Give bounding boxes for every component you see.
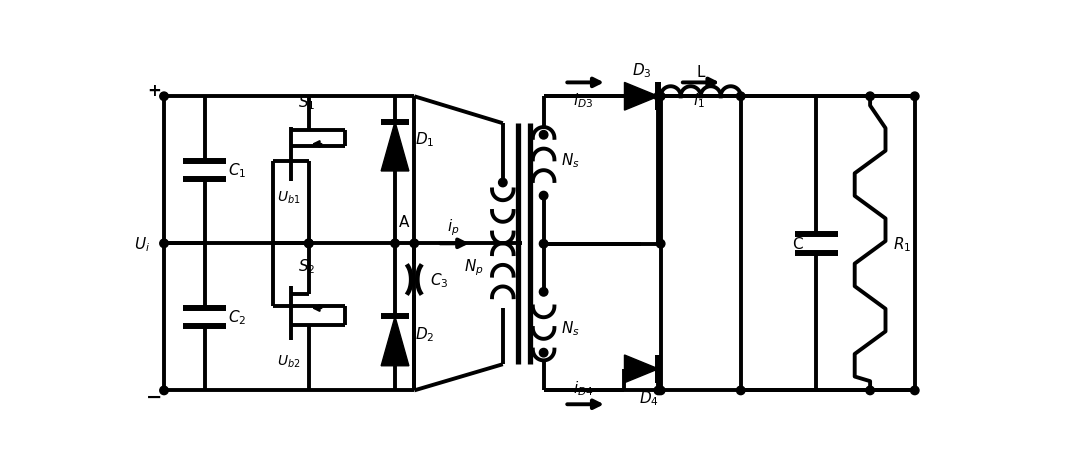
Circle shape [391,239,399,248]
Polygon shape [382,122,408,172]
Circle shape [911,386,919,395]
Text: +: + [147,82,161,100]
Circle shape [865,386,874,395]
Text: $i_{D3}$: $i_{D3}$ [573,91,593,110]
Circle shape [736,93,745,101]
Text: $N_s$: $N_s$ [560,151,579,169]
Text: L: L [697,65,705,80]
Circle shape [160,93,169,101]
Polygon shape [382,317,408,366]
Circle shape [160,386,169,395]
Text: $i_{D4}$: $i_{D4}$ [573,378,594,397]
Circle shape [657,386,665,395]
Circle shape [160,239,169,248]
Polygon shape [625,355,658,383]
Text: $R_1$: $R_1$ [893,234,912,253]
Text: $N_s$: $N_s$ [560,319,579,338]
Circle shape [654,386,662,395]
Text: $N_p$: $N_p$ [463,257,484,277]
Circle shape [540,288,548,296]
Text: $i_p$: $i_p$ [446,217,459,237]
Text: $i_1$: $i_1$ [693,91,705,110]
Text: $C_3$: $C_3$ [430,270,448,289]
Circle shape [911,93,919,101]
Circle shape [865,93,874,101]
Text: $S_2$: $S_2$ [298,257,315,275]
Circle shape [499,179,507,188]
Text: $D_2$: $D_2$ [415,325,434,343]
Circle shape [540,131,548,140]
Text: C: C [791,236,802,251]
Text: $C_1$: $C_1$ [228,161,246,180]
Circle shape [540,240,548,249]
Circle shape [349,2,358,11]
Text: A: A [399,215,410,230]
Circle shape [657,93,665,101]
Circle shape [540,349,548,357]
Circle shape [540,192,548,200]
Circle shape [657,240,665,249]
Text: $U_{b1}$: $U_{b1}$ [277,189,301,205]
Text: −: − [146,387,162,406]
Text: $S_1$: $S_1$ [298,93,315,112]
Text: $D_1$: $D_1$ [415,130,434,149]
Text: $D_4$: $D_4$ [640,389,659,407]
Text: $U_i$: $U_i$ [134,234,150,253]
Circle shape [410,239,418,248]
Circle shape [654,93,662,101]
Polygon shape [625,83,658,111]
Text: $C_2$: $C_2$ [228,308,246,326]
Text: $U_{b2}$: $U_{b2}$ [277,352,301,369]
Circle shape [304,239,313,248]
Circle shape [304,239,313,248]
Text: $D_3$: $D_3$ [632,61,651,80]
Circle shape [736,386,745,395]
